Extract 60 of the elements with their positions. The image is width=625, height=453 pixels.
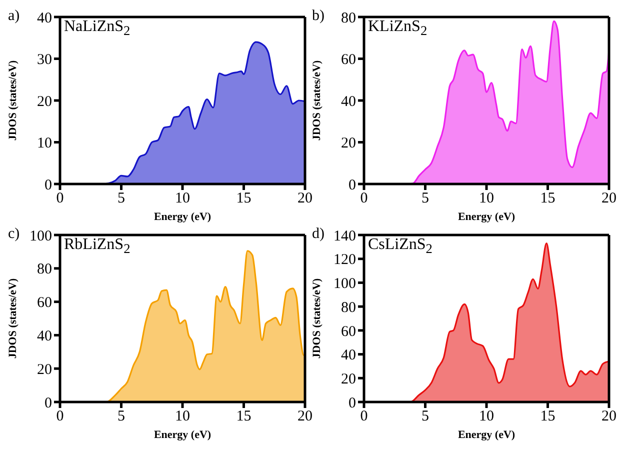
y-axis-title: JDOS (states/eV) (310, 278, 323, 359)
y-tick-label: 140 (334, 228, 356, 244)
chart-title: d) (312, 226, 324, 243)
y-axis-title: JDOS (states/eV) (6, 278, 19, 359)
chart-title: c) (8, 226, 20, 243)
x-axis-title: Energy (eV) (458, 211, 516, 223)
x-tick-label: 15 (540, 408, 556, 425)
y-tick-label: 40 (341, 348, 356, 364)
annotation: NaLiZnS$_{2}$ (64, 18, 130, 40)
y-tick-label: 0 (44, 395, 52, 412)
y-tick-label: 20 (341, 136, 356, 152)
x-tick-label: 10 (479, 408, 494, 425)
x-tick-label: 20 (298, 190, 312, 207)
y-axis-title: JDOS (states/eV) (310, 60, 323, 141)
y-tick-label: 40 (37, 328, 52, 345)
y-tick-label: 80 (37, 262, 52, 278)
x-tick-label: 5 (422, 408, 429, 425)
y-tick-label: 10 (37, 136, 52, 152)
y-tick-label: 20 (341, 371, 356, 388)
annotation: KLiZnS$_{2}$ (368, 18, 428, 40)
y-tick-label: 0 (44, 177, 52, 194)
y-tick-label: 100 (334, 276, 356, 292)
y-tick-label: 60 (37, 295, 52, 312)
x-axis-title: Energy (eV) (154, 429, 212, 441)
x-axis-title: Energy (eV) (154, 211, 212, 223)
x-tick-label: 10 (175, 408, 190, 425)
chart-title: b) (312, 8, 324, 25)
x-tick-label: 15 (236, 408, 252, 425)
x-tick-label: 0 (56, 408, 64, 425)
x-tick-label: 0 (360, 190, 368, 207)
x-tick-label: 10 (479, 190, 494, 207)
x-tick-label: 15 (236, 190, 252, 207)
y-tick-label: 40 (341, 94, 356, 110)
x-tick-label: 10 (175, 190, 190, 207)
x-tick-label: 0 (360, 408, 368, 425)
y-tick-label: 20 (37, 94, 52, 110)
annotation: RbLiZnS$_{2}$ (64, 236, 130, 258)
y-tick-label: 30 (37, 52, 52, 68)
x-axis-title: Energy (eV) (458, 429, 516, 441)
y-tick-label: 100 (30, 228, 52, 244)
x-tick-label: 20 (602, 408, 616, 425)
x-tick-label: 20 (602, 190, 616, 207)
y-axis-title: JDOS (states/eV) (6, 60, 19, 141)
y-tick-label: 60 (341, 52, 356, 68)
x-tick-label: 20 (298, 408, 312, 425)
y-tick-label: 80 (341, 10, 356, 26)
x-tick-label: 5 (118, 408, 125, 425)
y-tick-label: 120 (334, 252, 356, 268)
y-tick-label: 80 (341, 300, 356, 316)
y-tick-label: 40 (37, 10, 52, 26)
x-tick-label: 5 (422, 190, 429, 207)
y-tick-label: 60 (341, 324, 356, 340)
y-tick-label: 20 (37, 362, 52, 378)
x-tick-label: 15 (540, 190, 556, 207)
chart-title: a) (8, 8, 20, 25)
y-tick-label: 0 (348, 395, 356, 412)
x-tick-label: 5 (118, 190, 125, 207)
y-tick-label: 0 (348, 177, 356, 194)
x-tick-label: 0 (56, 190, 64, 207)
annotation: CsLiZnS$_{2}$ (368, 236, 432, 258)
